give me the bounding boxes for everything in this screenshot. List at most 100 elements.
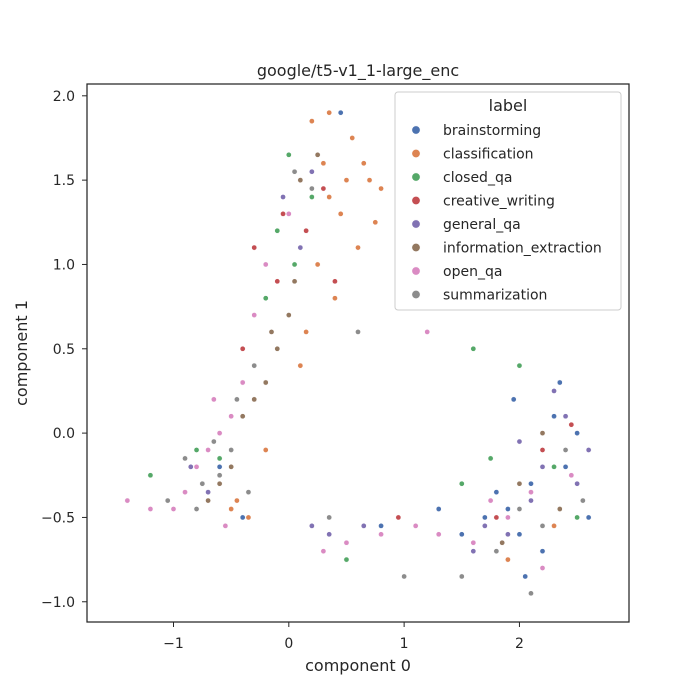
data-point xyxy=(516,438,523,445)
legend-marker xyxy=(411,196,421,206)
legend-item-creative_writing: creative_writing xyxy=(411,194,555,210)
data-point xyxy=(337,109,344,116)
data-point xyxy=(505,556,511,563)
data-point xyxy=(262,379,269,386)
y-tick-label: −0.5 xyxy=(41,510,75,526)
legend-label: open_qa xyxy=(443,264,502,280)
x-tick-label: −1 xyxy=(163,636,184,652)
data-point xyxy=(493,489,500,495)
data-point xyxy=(147,506,154,512)
data-point xyxy=(205,497,211,504)
data-point xyxy=(216,472,223,479)
data-point xyxy=(251,312,258,318)
legend-label: brainstorming xyxy=(443,123,541,139)
data-point xyxy=(528,480,534,487)
data-point xyxy=(309,185,315,192)
data-point xyxy=(320,548,327,555)
data-point xyxy=(297,177,304,183)
x-axis-label: component 0 xyxy=(305,656,411,675)
data-point xyxy=(493,514,500,521)
data-point xyxy=(568,472,575,479)
data-point xyxy=(251,396,258,403)
data-point xyxy=(262,447,269,453)
y-tick-label: 1.5 xyxy=(53,173,75,189)
data-point xyxy=(262,295,269,302)
legend-item-open_qa: open_qa xyxy=(411,264,502,280)
data-point xyxy=(147,472,154,479)
data-point xyxy=(228,463,234,470)
data-point xyxy=(182,489,188,495)
y-axis-ticks: −1.0 −0.5 0.0 0.5 1.0 1.5 2.0 xyxy=(41,89,87,611)
data-point xyxy=(360,160,367,167)
data-point xyxy=(458,531,465,538)
data-point xyxy=(343,177,350,183)
data-point xyxy=(309,194,315,200)
legend-title: label xyxy=(489,96,528,115)
data-point xyxy=(332,278,338,285)
data-point xyxy=(280,211,286,217)
data-point xyxy=(522,573,529,580)
data-point xyxy=(337,211,344,217)
data-point xyxy=(216,463,223,470)
data-point xyxy=(551,463,557,470)
series-open_qa xyxy=(124,211,575,571)
data-point xyxy=(487,497,494,504)
data-point xyxy=(556,506,563,512)
data-point xyxy=(528,489,534,495)
data-point xyxy=(211,438,217,445)
x-tick-label: 2 xyxy=(515,636,524,652)
data-point xyxy=(124,497,131,504)
data-point xyxy=(470,548,477,555)
data-point xyxy=(470,539,477,546)
data-point xyxy=(366,177,373,183)
legend-marker xyxy=(411,125,421,135)
legend-marker xyxy=(411,172,421,182)
data-point xyxy=(539,447,546,453)
data-point xyxy=(216,455,223,462)
data-point xyxy=(516,531,523,538)
data-point xyxy=(401,573,407,580)
y-tick-label: 0.0 xyxy=(53,426,75,442)
data-point xyxy=(556,379,563,386)
legend-box xyxy=(394,91,622,311)
data-point xyxy=(239,379,246,386)
data-point xyxy=(228,447,234,453)
data-point xyxy=(239,413,246,420)
data-point xyxy=(297,362,304,369)
points-layer xyxy=(124,109,592,597)
data-point xyxy=(291,278,298,285)
data-point xyxy=(234,396,240,403)
data-point xyxy=(285,151,292,158)
legend-entries: brainstorming classification closed_qacrea… xyxy=(411,123,602,304)
y-axis-label: component 1 xyxy=(12,300,31,406)
data-point xyxy=(585,447,592,453)
data-point xyxy=(222,523,229,529)
data-point xyxy=(435,531,442,538)
data-point xyxy=(326,194,333,200)
data-point xyxy=(251,244,258,251)
data-point xyxy=(470,345,477,352)
legend-label: creative_writing xyxy=(443,194,555,210)
data-point xyxy=(505,514,511,521)
legend-item-brainstorming: brainstorming xyxy=(411,123,541,139)
data-point xyxy=(187,463,194,470)
data-point xyxy=(539,565,546,571)
data-point xyxy=(262,261,269,268)
chart-title: google/t5-v1_1-large_enc xyxy=(257,61,459,81)
data-point xyxy=(505,506,511,512)
data-point xyxy=(228,413,234,420)
data-point xyxy=(395,514,402,521)
data-point xyxy=(211,396,217,403)
data-point xyxy=(326,531,333,538)
data-point xyxy=(285,312,292,318)
legend-item-information_extraction: information_extraction xyxy=(411,241,602,257)
legend-marker xyxy=(411,289,421,299)
legend-label: summarization xyxy=(443,288,547,304)
data-point xyxy=(372,219,379,226)
data-point xyxy=(562,463,569,470)
data-point xyxy=(326,514,333,521)
data-point xyxy=(458,573,465,580)
data-point xyxy=(309,168,315,175)
data-point xyxy=(493,548,500,555)
